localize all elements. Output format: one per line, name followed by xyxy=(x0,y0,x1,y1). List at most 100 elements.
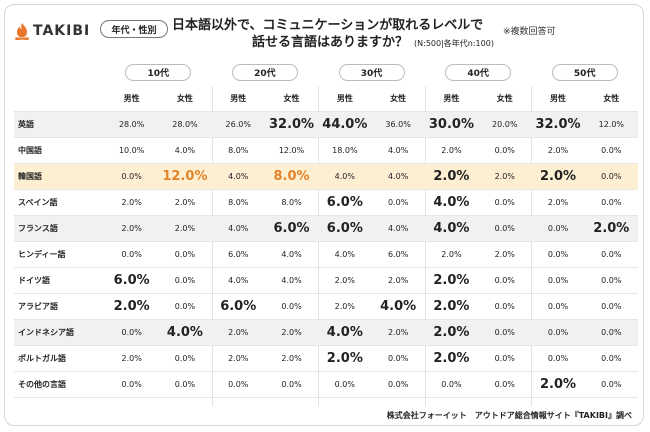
table-cell: 2.0% xyxy=(433,169,470,184)
table-row: ポルトガル語 2.0% 0.0% 2.0% 2.0% 2.0% 0.0% 2.0% 0.0% 0.… xyxy=(14,346,638,372)
gender-header: 男性 xyxy=(443,94,460,103)
table-cell: 0.0% xyxy=(601,354,622,363)
segment-badge: 年代・性別 xyxy=(100,20,168,38)
table-cell: 2.0% xyxy=(281,354,302,363)
table-cell: 2.0% xyxy=(433,273,470,288)
table-cell: 0.0% xyxy=(601,198,622,207)
brand-logo: TAKIBI xyxy=(14,21,90,41)
table-cell: 26.0% xyxy=(225,120,251,129)
table-cell: 4.0% xyxy=(334,250,355,259)
table-cell: 0.0% xyxy=(601,146,622,155)
table-cell: 0.0% xyxy=(494,354,515,363)
table-cell: 2.0% xyxy=(433,351,470,366)
table-cell: 0.0% xyxy=(174,302,196,311)
row-label: 中国語 xyxy=(18,146,42,155)
row-label: スペイン語 xyxy=(18,198,58,207)
table-row: ドイツ語 6.0% 0.0% 4.0% 4.0% 2.0% 2.0% 2.0% 0.0% 0.0%… xyxy=(14,268,638,294)
gender-header: 男性 xyxy=(123,94,140,103)
table-cell: 0.0% xyxy=(174,354,196,363)
table-cell: 2.0% xyxy=(441,146,462,155)
multi-answer-note: ※複数回答可 xyxy=(503,27,556,37)
table-cell: 0.0% xyxy=(494,224,515,233)
table-cell: 12.0% xyxy=(162,169,208,184)
table-cell: 6.0% xyxy=(113,273,150,288)
table-cell: 4.0% xyxy=(174,146,196,155)
row-label: ポルトガル語 xyxy=(18,354,66,363)
table-row: 英語 28.0% 28.0% 26.0% 32.0% 44.0% 36.0% 30.0% 20.… xyxy=(14,112,638,138)
table-cell: 4.0% xyxy=(387,146,409,155)
gender-header: 女性 xyxy=(603,94,620,103)
column-separator xyxy=(531,86,533,406)
table-cell: 2.0% xyxy=(228,354,249,363)
table-cell: 2.0% xyxy=(121,354,142,363)
table-cell: 0.0% xyxy=(334,380,355,389)
sample-note: (N:500|各年代n:100) xyxy=(414,39,494,48)
gender-header-row: 男性 女性 男性 女性 男性 女性 男性 女性 男性 女性 xyxy=(14,86,638,112)
table-cell: 2.0% xyxy=(334,276,355,285)
table-cell: 18.0% xyxy=(332,146,358,155)
table-row: 中国語 10.0% 4.0% 8.0% 12.0% 18.0% 4.0% 2.0% 0.0% 2.… xyxy=(14,138,638,164)
table-cell: 4.0% xyxy=(433,195,470,210)
table-cell: 4.0% xyxy=(326,325,363,340)
table-cell: 0.0% xyxy=(601,276,622,285)
table-cell: 0.0% xyxy=(547,276,569,285)
row-label: ヒンディー語 xyxy=(18,250,66,259)
table-cell: 0.0% xyxy=(174,250,196,259)
age-group-5: 50代 xyxy=(551,64,618,81)
table-cell: 0.0% xyxy=(601,328,622,337)
table-cell: 8.0% xyxy=(273,169,310,184)
table-cell: 0.0% xyxy=(121,250,142,259)
table-cell: 8.0% xyxy=(228,198,249,207)
table-cell: 0.0% xyxy=(601,250,622,259)
column-separator xyxy=(424,86,426,406)
table-cell: 0.0% xyxy=(494,198,515,207)
table-cell: 6.0% xyxy=(220,299,257,314)
table-cell: 2.0% xyxy=(121,224,142,233)
table-cell: 2.0% xyxy=(334,302,355,311)
table-cell: 0.0% xyxy=(121,172,142,181)
age-group-4: 40代 xyxy=(445,64,512,81)
table-cell: 2.0% xyxy=(281,328,302,337)
gender-header: 女性 xyxy=(390,94,407,103)
table-cell: 28.0% xyxy=(172,120,198,129)
row-label: 韓国語 xyxy=(18,172,42,181)
table-cell: 6.0% xyxy=(228,250,249,259)
table-cell: 0.0% xyxy=(601,380,622,389)
table-cell: 0.0% xyxy=(121,328,142,337)
table-row: ヒンディー語 0.0% 0.0% 6.0% 4.0% 4.0% 6.0% 2.0% 2.0% 0.… xyxy=(14,242,638,268)
table-cell: 0.0% xyxy=(494,302,515,311)
table-cell: 30.0% xyxy=(428,117,474,132)
table-cell: 0.0% xyxy=(601,172,622,181)
table-cell: 8.0% xyxy=(228,146,249,155)
gender-header: 女性 xyxy=(176,94,193,103)
table-cell: 2.0% xyxy=(387,328,409,337)
table-cell: 4.0% xyxy=(228,172,249,181)
table-cell: 2.0% xyxy=(539,169,577,184)
table-cell: 20.0% xyxy=(492,120,518,129)
age-group-2: 20代 xyxy=(231,64,298,81)
table-cell: 4.0% xyxy=(281,250,302,259)
table-cell: 4.0% xyxy=(387,224,409,233)
row-label: 英語 xyxy=(18,120,34,129)
table-cell: 8.0% xyxy=(281,198,302,207)
table-cell: 6.0% xyxy=(326,221,363,236)
table-cell: 12.0% xyxy=(278,146,305,155)
table-cell: 2.0% xyxy=(547,198,569,207)
table-row: 韓国語 0.0% 12.0% 4.0% 8.0% 4.0% 4.0% 2.0% 2.0% 2.0%… xyxy=(14,164,638,190)
table-cell: 0.0% xyxy=(494,276,515,285)
table-cell: 28.0% xyxy=(118,120,145,129)
table-cell: 44.0% xyxy=(322,117,368,132)
flame-icon xyxy=(15,23,29,40)
question-line-2: 話せる言語はありますか？ (N:500|各年代n:100) xyxy=(172,34,502,52)
table-cell: 0.0% xyxy=(174,276,196,285)
table-cell: 0.0% xyxy=(494,146,515,155)
table-cell: 2.0% xyxy=(113,299,150,314)
table-cell: 4.0% xyxy=(380,299,417,314)
table-cell: 4.0% xyxy=(334,172,355,181)
table-cell: 0.0% xyxy=(228,380,249,389)
row-label: ドイツ語 xyxy=(18,276,50,285)
row-label: インドネシア語 xyxy=(18,328,74,337)
table-cell: 36.0% xyxy=(385,120,411,129)
table-cell: 0.0% xyxy=(547,224,569,233)
table-cell: 0.0% xyxy=(547,354,569,363)
